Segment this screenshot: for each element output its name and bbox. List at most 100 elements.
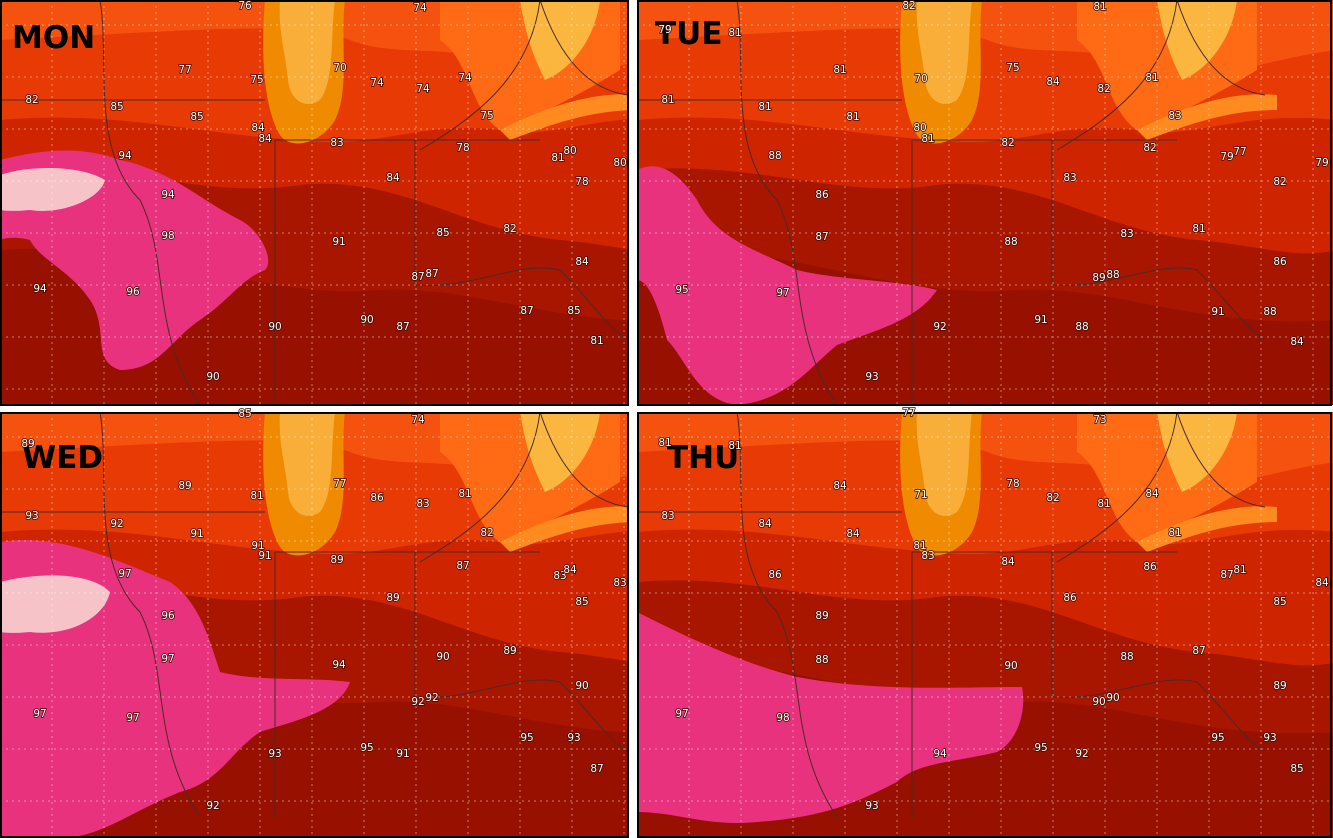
temperature-label: 81 — [661, 94, 674, 106]
temperature-label: 87 — [411, 271, 424, 283]
temperature-label: 79 — [1315, 157, 1328, 169]
temperature-label: 83 — [661, 510, 674, 522]
temperature-label: 91 — [258, 550, 271, 562]
temperature-label: 97 — [33, 708, 46, 720]
temperature-label: 81 — [1168, 527, 1181, 539]
temperature-label: 95 — [1034, 742, 1047, 754]
temperature-label: 81 — [1192, 223, 1205, 235]
temperature-label: 86 — [1273, 256, 1287, 268]
temperature-label: 84 — [1145, 488, 1159, 500]
temperature-label: 74 — [413, 2, 427, 14]
temperature-label: 82 — [1046, 492, 1059, 504]
temperature-label: 89 — [330, 554, 343, 566]
temperature-label: 94 — [332, 659, 346, 671]
temperature-label: 81 — [458, 488, 471, 500]
temperature-label: 86 — [1143, 561, 1157, 573]
temperature-label: 85 — [575, 596, 588, 608]
temperature-label: 84 — [258, 133, 272, 145]
temperature-label: 88 — [1004, 236, 1017, 248]
temperature-label: 80 — [563, 145, 576, 157]
temperature-label: 81 — [833, 64, 846, 76]
temperature-label: 88 — [1106, 269, 1119, 281]
temperature-label: 78 — [456, 142, 469, 154]
temperature-label: 70 — [333, 62, 346, 74]
temperature-label: 94 — [118, 150, 132, 162]
temperature-label: 88 — [768, 150, 781, 162]
temperature-label: 84 — [833, 480, 847, 492]
temperature-label: 71 — [914, 489, 927, 501]
temperature-label: 81 — [658, 437, 671, 449]
temperature-label: 85 — [436, 227, 449, 239]
temperature-label: 87 — [456, 560, 469, 572]
temperature-label: 81 — [590, 335, 603, 347]
temperature-label: 95 — [1211, 732, 1224, 744]
temperature-label: 85 — [1273, 596, 1286, 608]
temperature-label: 87 — [425, 268, 438, 280]
panel-frame — [0, 412, 629, 838]
temperature-label: 85 — [1290, 763, 1303, 775]
temperature-label: 83 — [1168, 110, 1181, 122]
temperature-label: 83 — [921, 550, 934, 562]
panel-tue — [637, 0, 1333, 405]
temperature-label: 87 — [520, 305, 533, 317]
temperature-label: 89 — [178, 480, 191, 492]
temperature-label: 82 — [1143, 142, 1156, 154]
temperature-label: 90 — [1106, 692, 1119, 704]
temperature-label: 84 — [251, 122, 265, 134]
temperature-label: 86 — [815, 189, 829, 201]
temperature-label: 82 — [1001, 137, 1014, 149]
temperature-label: 78 — [575, 176, 588, 188]
temperature-label: 83 — [613, 577, 626, 589]
temperature-label: 70 — [914, 73, 927, 85]
temperature-label: 83 — [1120, 228, 1133, 240]
temperature-label: 86 — [1063, 592, 1077, 604]
temperature-label: 75 — [1006, 62, 1019, 74]
temperature-label: 86 — [768, 569, 782, 581]
temperature-label: 83 — [1063, 172, 1076, 184]
panel-thu — [637, 412, 1333, 838]
temperature-label: 95 — [360, 742, 373, 754]
temperature-label: 87 — [396, 321, 409, 333]
temperature-label: 97 — [126, 712, 139, 724]
temperature-label: 91 — [251, 540, 264, 552]
temperature-label: 75 — [250, 74, 263, 86]
temperature-label: 79 — [1220, 151, 1233, 163]
temperature-label: 96 — [161, 610, 175, 622]
temperature-label: 82 — [480, 527, 493, 539]
temperature-label: 94 — [933, 748, 947, 760]
temperature-label: 89 — [386, 592, 399, 604]
temperature-label: 77 — [1233, 146, 1246, 158]
temperature-label: 98 — [161, 230, 174, 242]
temperature-label: 90 — [436, 651, 449, 663]
day-title: MON — [12, 20, 95, 56]
temperature-label: 84 — [386, 172, 400, 184]
temperature-label: 81 — [250, 490, 263, 502]
temperature-label: 81 — [921, 133, 934, 145]
temperature-label: 75 — [480, 110, 493, 122]
temperature-label: 83 — [553, 570, 566, 582]
temperature-label: 90 — [1004, 660, 1017, 672]
temperature-label: 91 — [1034, 314, 1047, 326]
temperature-label: 91 — [190, 528, 203, 540]
temperature-label: 82 — [1273, 176, 1286, 188]
temperature-label: 91 — [332, 236, 345, 248]
temperature-label: 92 — [110, 518, 123, 530]
temperature-label: 81 — [1145, 72, 1158, 84]
temperature-label: 74 — [416, 83, 430, 95]
temperature-label: 89 — [503, 645, 516, 657]
panel-mon — [0, 0, 628, 405]
temperature-label: 89 — [1273, 680, 1286, 692]
temperature-label: 81 — [1093, 1, 1106, 13]
temperature-label: 87 — [590, 763, 603, 775]
temperature-label: 94 — [161, 189, 175, 201]
temperature-label: 90 — [360, 314, 373, 326]
temperature-label: 90 — [575, 680, 588, 692]
temperature-label: 84 — [1290, 336, 1304, 348]
temperature-label: 93 — [1263, 732, 1276, 744]
temperature-label: 93 — [567, 732, 580, 744]
temperature-label: 92 — [411, 696, 424, 708]
temperature-label: 91 — [396, 748, 409, 760]
temperature-label: 74 — [458, 72, 472, 84]
day-title: THU — [667, 440, 739, 476]
temperature-label: 97 — [161, 653, 174, 665]
